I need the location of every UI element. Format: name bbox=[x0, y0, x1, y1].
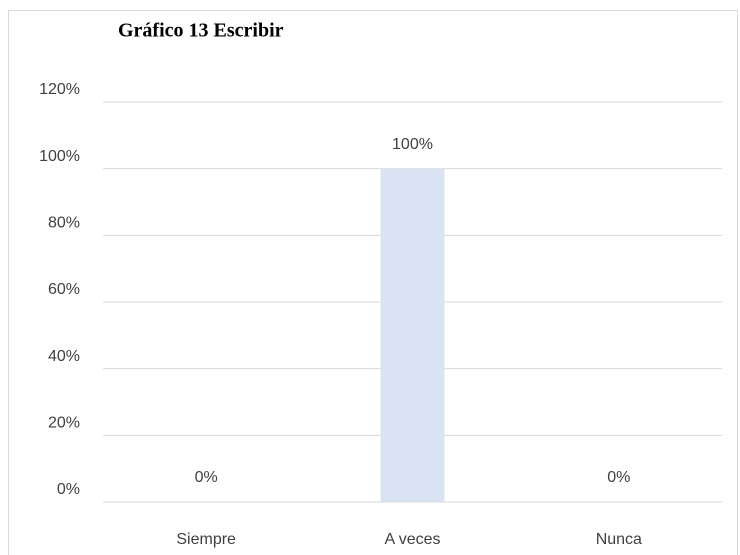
chart-border bbox=[8, 10, 738, 555]
bar bbox=[380, 168, 445, 502]
x-tick-label: Siempre bbox=[176, 531, 236, 548]
y-tick-label: 0% bbox=[57, 481, 80, 498]
y-tick-label: 120% bbox=[39, 81, 80, 98]
data-label: 0% bbox=[607, 469, 630, 486]
y-tick-label: 40% bbox=[48, 348, 80, 365]
data-label: 100% bbox=[392, 136, 433, 153]
data-label: 0% bbox=[195, 469, 218, 486]
chart-title: Gráfico 13 Escribir bbox=[118, 20, 284, 42]
y-tick-label: 60% bbox=[48, 281, 80, 298]
x-tick-label: Nunca bbox=[596, 531, 642, 548]
y-tick-label: 80% bbox=[48, 215, 80, 232]
y-tick-label: 20% bbox=[48, 415, 80, 432]
x-tick-label: A veces bbox=[384, 531, 440, 548]
y-tick-label: 100% bbox=[39, 148, 80, 165]
